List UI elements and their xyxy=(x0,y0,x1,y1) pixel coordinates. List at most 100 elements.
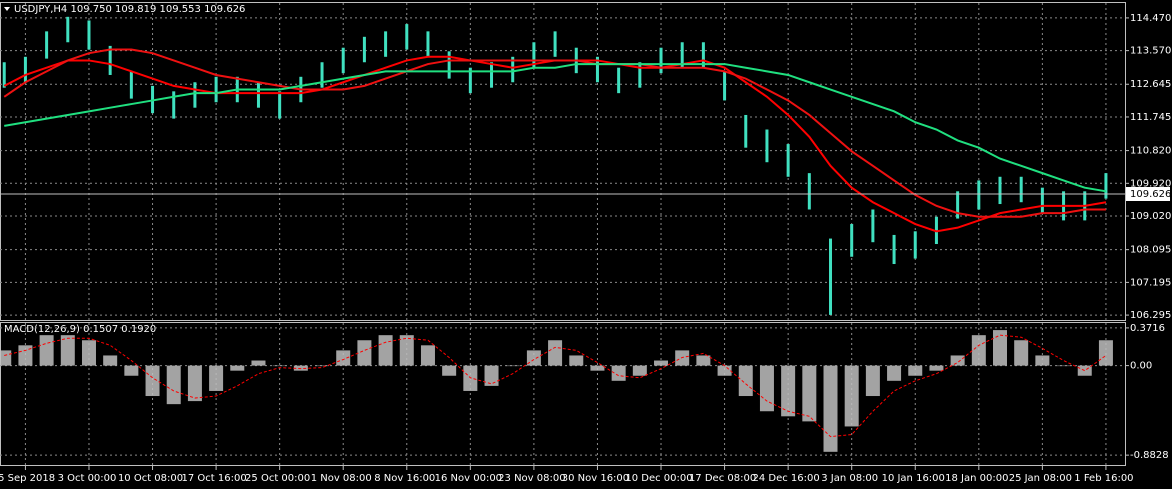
price-bar xyxy=(172,91,176,119)
price-bar xyxy=(214,76,218,103)
y-tick-label: 0.3716 xyxy=(1130,323,1165,334)
macd-bar xyxy=(187,365,202,402)
price-bar xyxy=(680,42,684,68)
macd-bar xyxy=(654,360,669,366)
macd-bar xyxy=(272,365,287,367)
y-tick-label: 114.470 xyxy=(1130,13,1171,24)
macd-bar xyxy=(209,365,224,391)
macd-bar xyxy=(251,360,266,366)
price-bar xyxy=(362,36,366,63)
macd-bar xyxy=(526,350,541,366)
macd-bar xyxy=(357,340,372,366)
x-tick-label: 17 Dec 08:00 xyxy=(689,473,756,484)
price-panel-frame xyxy=(0,2,1126,321)
price-bar xyxy=(129,71,133,99)
x-tick-label: 8 Nov 16:00 xyxy=(374,473,435,484)
header-icon xyxy=(4,7,10,11)
macd-bar xyxy=(1056,365,1071,367)
macd-bar xyxy=(145,365,160,397)
price-bar xyxy=(2,62,6,88)
x-tick-label: 1 Nov 08:00 xyxy=(311,473,372,484)
macd-bar xyxy=(124,365,139,376)
macd-bar xyxy=(81,340,96,366)
current-price-label: 109.626 xyxy=(1130,189,1171,200)
y-tick-label: 111.745 xyxy=(1130,112,1171,123)
y-tick-label: 107.195 xyxy=(1130,277,1171,288)
price-bar xyxy=(659,47,663,74)
price-bar xyxy=(744,114,748,148)
macd-bar xyxy=(103,355,118,366)
macd-bar xyxy=(60,335,75,366)
macd-bar xyxy=(1098,340,1113,366)
macd-bar xyxy=(484,365,499,386)
price-bar xyxy=(807,173,811,210)
macd-bar xyxy=(166,365,181,405)
price-bar xyxy=(638,62,642,88)
price-bar xyxy=(1104,173,1108,199)
macd-bar xyxy=(611,365,626,381)
price-bar xyxy=(384,31,388,57)
price-bar xyxy=(256,82,260,108)
macd-bar xyxy=(39,335,54,366)
price-bar xyxy=(956,191,960,219)
price-bar xyxy=(278,91,282,119)
x-tick-label: 24 Dec 16:00 xyxy=(753,473,820,484)
macd-bar xyxy=(717,365,732,376)
macd-bar xyxy=(823,365,838,452)
macd-bar xyxy=(887,365,902,381)
price-bar xyxy=(511,56,515,83)
macd-bar xyxy=(1014,340,1029,366)
x-tick-label: 10 Oct 08:00 xyxy=(118,473,183,484)
macd-bar xyxy=(738,365,753,397)
price-bar xyxy=(998,176,1002,205)
macd-bar xyxy=(315,365,330,367)
macd-bar xyxy=(908,365,923,376)
macd-bar xyxy=(1035,355,1050,366)
macd-bar xyxy=(548,340,563,366)
moving-average xyxy=(3,48,1106,218)
x-tick-label: 3 Jan 08:00 xyxy=(821,473,878,484)
macd-signal xyxy=(4,334,1107,438)
x-tick-label: 17 Oct 16:00 xyxy=(182,473,247,484)
macd-bar xyxy=(590,365,605,371)
y-tick-label: 112.645 xyxy=(1130,79,1171,90)
price-bar xyxy=(87,20,91,50)
price-bar xyxy=(320,62,324,88)
price-bar xyxy=(786,144,790,177)
y-tick-label: 110.820 xyxy=(1130,146,1171,157)
price-bar xyxy=(426,31,430,57)
y-tick-label: 109.020 xyxy=(1130,211,1171,222)
macd-bar xyxy=(632,365,647,376)
current-price-box xyxy=(1126,186,1170,201)
macd-bar xyxy=(993,330,1007,366)
macd-bar xyxy=(759,365,774,412)
price-bar xyxy=(45,31,49,59)
x-tick-label: 3 Oct 00:00 xyxy=(58,473,117,484)
price-bar xyxy=(553,31,557,57)
macd-panel-frame xyxy=(0,322,1126,466)
macd-bar xyxy=(420,345,435,366)
macd-bar xyxy=(950,355,965,366)
macd-bar xyxy=(293,365,308,371)
macd-bar xyxy=(781,365,796,417)
price-bar xyxy=(490,62,494,88)
price-bar xyxy=(829,238,833,315)
macd-bar xyxy=(569,355,584,366)
price-bar xyxy=(23,56,27,83)
y-tick-label: 0.00 xyxy=(1130,361,1152,372)
price-bar xyxy=(108,45,112,75)
chart-title: USDJPY,H4 109.750 109.819 109.553 109.62… xyxy=(14,4,245,15)
macd-bar xyxy=(1077,365,1092,376)
y-tick-label: 106.295 xyxy=(1130,310,1171,321)
price-bar xyxy=(765,129,769,163)
price-bar xyxy=(1040,187,1044,214)
price-bar xyxy=(595,56,599,83)
macd-bar xyxy=(865,365,880,397)
price-bar xyxy=(447,51,451,79)
y-tick-label: 108.095 xyxy=(1130,245,1171,256)
macd-bar xyxy=(802,365,817,422)
price-bar xyxy=(913,231,917,259)
x-tick-label: 16 Nov 00:00 xyxy=(435,473,502,484)
macd-bar xyxy=(0,350,12,366)
moving-average xyxy=(4,63,1107,193)
